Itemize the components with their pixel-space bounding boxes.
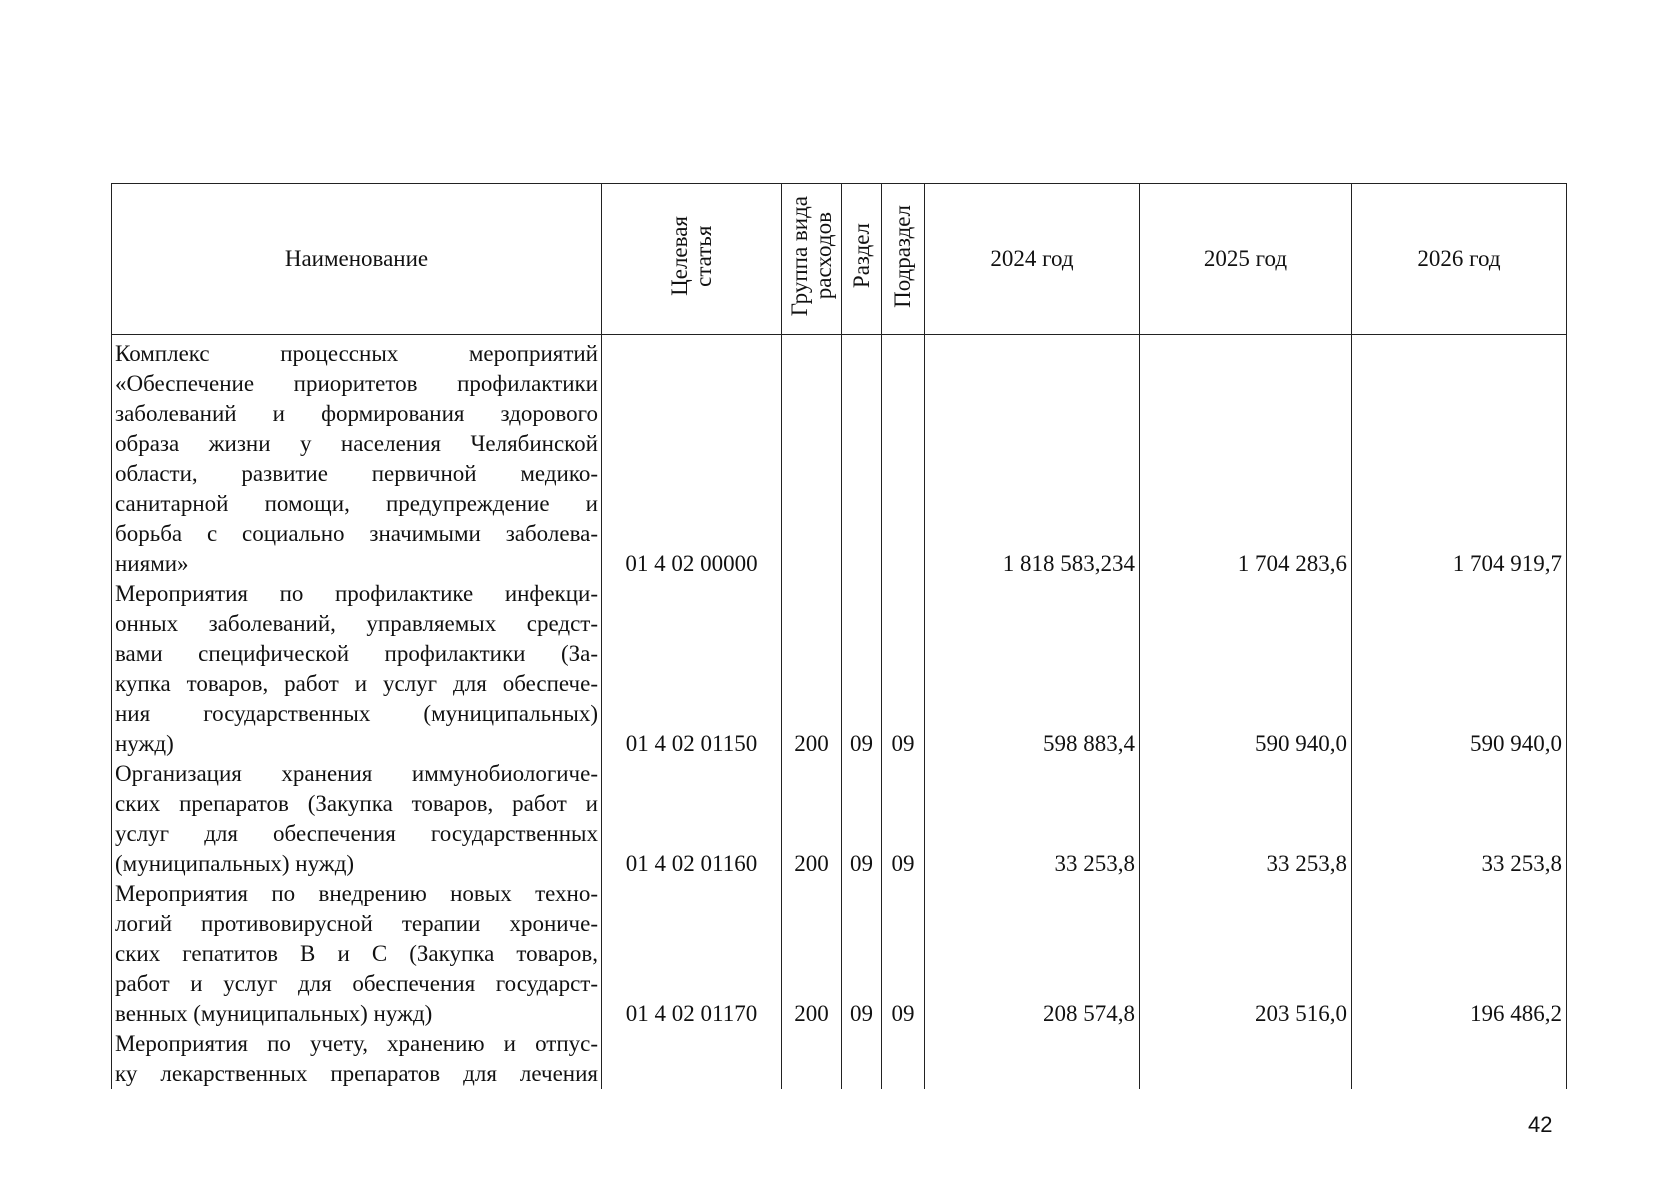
target-cell: 01 4 02 01170 (601, 879, 782, 1029)
y2025-cell: 590 940,0 (1139, 579, 1352, 759)
name-line: ку лекарственных препаратов для лечения (115, 1061, 598, 1086)
header-2026: 2026 год (1351, 183, 1567, 335)
y2026-cell: 33 253,8 (1351, 759, 1567, 879)
header-row: Наименование Целевая статья Группа вида ра… (111, 183, 1567, 335)
table-row: Мероприятия по внедрению новых техно-лог… (111, 879, 1567, 1029)
name-line: нужд) (115, 731, 174, 756)
header-2025: 2025 год (1139, 183, 1352, 335)
group-cell: 200 (781, 579, 842, 759)
empty-cell (781, 334, 842, 579)
name-line: Мероприятия по внедрению новых техно- (115, 881, 598, 906)
table-row: Мероприятия по учету, хранению и отпус-к… (111, 1029, 1567, 1089)
header-subsection: Подраздел (881, 183, 925, 335)
y2026-cell: 196 486,2 (1351, 879, 1567, 1029)
y2024-cell: 1 818 583,234 (924, 334, 1140, 579)
name-line: ниями» (115, 551, 189, 576)
empty-cell (881, 334, 925, 579)
table-row: Комплекс процессных мероприятий «Обеспече… (111, 334, 1567, 579)
name-cell: Мероприятия по внедрению новых техно-лог… (111, 879, 602, 1029)
name-line: онных заболеваний, управляемых средст- (115, 611, 598, 636)
name-line: образа жизни у населения Челябинской (115, 431, 598, 456)
table-row: Организация хранения иммунобиологиче-ски… (111, 759, 1567, 879)
name-line: заболеваний и формирования здорового (115, 401, 598, 426)
header-group: Группа вида расходов (781, 183, 842, 335)
y2024-cell: 33 253,8 (924, 759, 1140, 879)
y2025-cell: 1 704 283,6 (1139, 334, 1352, 579)
header-group-line: расходов (810, 212, 836, 300)
y2025-cell: 33 253,8 (1139, 759, 1352, 879)
name-line: купка товаров, работ и услуг для обеспеч… (115, 671, 598, 696)
name-line: венных (муниципальных) нужд) (115, 1001, 433, 1026)
y2024-cell: 208 574,8 (924, 879, 1140, 1029)
y2024-cell: 598 883,4 (924, 579, 1140, 759)
table-body: Комплекс процессных мероприятий «Обеспече… (111, 334, 1567, 1089)
name-line: «Обеспечение приоритетов профилактики (115, 371, 598, 396)
header-target-line: статья (690, 225, 716, 287)
name-line: логий противовирусной терапии хрониче- (115, 911, 598, 936)
name-line: услуг для обеспечения государственных (115, 821, 598, 846)
name-cell: Мероприятия по учету, хранению и отпус-к… (111, 1029, 602, 1089)
subsection-cell: 09 (881, 879, 925, 1029)
subsection-cell: 09 (881, 579, 925, 759)
header-2024: 2024 год (924, 183, 1140, 335)
header-subsection-text: Подраздел (890, 204, 915, 308)
name-line: работ и услуг для обеспечения государст- (115, 971, 598, 996)
name-cell: Организация хранения иммунобиологиче-ски… (111, 759, 602, 879)
name-cell: Комплекс процессных мероприятий «Обеспече… (111, 334, 602, 579)
target-cell: 01 4 02 01150 (601, 579, 782, 759)
y2026-cell: 590 940,0 (1351, 579, 1567, 759)
group-cell: 200 (781, 759, 842, 879)
empty-cell (1139, 1029, 1352, 1089)
budget-table: Наименование Целевая статья Группа вида ра… (111, 183, 1567, 1089)
target-cell: 01 4 02 01160 (601, 759, 782, 879)
header-name: Наименование (111, 183, 602, 335)
y2026-cell: 1 704 919,7 (1351, 334, 1567, 579)
empty-cell (881, 1029, 925, 1089)
empty-cell (601, 1029, 782, 1089)
name-line: Мероприятия по профилактике инфекци- (115, 581, 598, 606)
subsection-cell: 09 (881, 759, 925, 879)
page-number: 42 (1528, 1112, 1553, 1137)
table-row: Мероприятия по профилактике инфекци-онны… (111, 579, 1567, 759)
name-line: ских гепатитов B и C (Закупка товаров, (115, 941, 598, 966)
name-line: вами специфической профилактики (За- (115, 641, 598, 666)
empty-cell (841, 1029, 882, 1089)
empty-cell (924, 1029, 1140, 1089)
header-section: Раздел (841, 183, 882, 335)
group-cell: 200 (781, 879, 842, 1029)
empty-cell (781, 1029, 842, 1089)
name-line: области, развитие первичной медико- (115, 461, 598, 486)
name-line: Организация хранения иммунобиологиче- (115, 761, 598, 786)
name-line: Мероприятия по учету, хранению и отпус- (115, 1031, 598, 1056)
section-cell: 09 (841, 879, 882, 1029)
header-target: Целевая статья (601, 183, 782, 335)
name-cell: Мероприятия по профилактике инфекци-онны… (111, 579, 602, 759)
empty-cell (841, 334, 882, 579)
header-target-line: Целевая (666, 216, 692, 296)
name-line: ских препаратов (Закупка товаров, работ … (115, 791, 598, 816)
name-line: ния государственных (муниципальных) (115, 701, 598, 726)
name-line: (муниципальных) нужд) (115, 851, 355, 876)
header-section-text: Раздел (848, 223, 874, 289)
name-line: санитарной помощи, предупреждение и (115, 491, 598, 516)
name-line: борьба с социально значимыми заболева- (115, 521, 598, 546)
header-group-line: Группа вида (786, 195, 812, 317)
section-cell: 09 (841, 579, 882, 759)
target-cell: 01 4 02 00000 (601, 334, 782, 579)
empty-cell (1351, 1029, 1567, 1089)
y2025-cell: 203 516,0 (1139, 879, 1352, 1029)
section-cell: 09 (841, 759, 882, 879)
name-line: Комплекс процессных мероприятий (115, 341, 598, 366)
